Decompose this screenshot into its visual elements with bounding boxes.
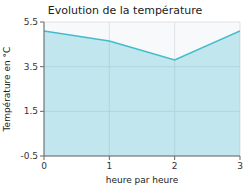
chart-title: Evolution de la température — [48, 4, 203, 17]
plot-background — [44, 22, 240, 156]
grid — [44, 22, 240, 156]
area-line — [44, 31, 240, 60]
y-grid-line — [44, 22, 240, 23]
chart-svg: -0.5 1.5 3.5 5.5 0 1 2 3 Evolution de la tempéra… — [0, 0, 250, 188]
y-axis-label: Température en °C — [2, 47, 12, 133]
x-tick — [109, 156, 110, 160]
y-tick — [40, 156, 44, 157]
x-tick-label: 0 — [41, 161, 47, 171]
y-tick-label: 1.5 — [24, 106, 38, 116]
y-tick — [40, 111, 44, 112]
x-tick-label: 3 — [237, 161, 243, 171]
x-tick — [240, 156, 241, 160]
y-tick-label: 5.5 — [24, 17, 38, 27]
plot-area — [44, 31, 240, 156]
x-tick-label: 2 — [172, 161, 178, 171]
y-tick — [40, 22, 44, 23]
y-tick-label: -0.5 — [20, 151, 38, 161]
y-tick — [40, 66, 44, 67]
y-grid-line — [44, 156, 240, 157]
x-tick-label: 1 — [106, 161, 112, 171]
x-tick — [44, 156, 45, 160]
area-fill — [44, 31, 240, 156]
chart-container: -0.5 1.5 3.5 5.5 0 1 2 3 Evolution de la tempéra… — [0, 0, 250, 188]
y-tick-label: 3.5 — [24, 62, 38, 72]
x-axis-label: heure par heure — [106, 175, 179, 185]
y-axis-line — [44, 22, 45, 156]
x-tick — [174, 156, 175, 160]
x-grid-line — [44, 22, 45, 156]
x-axis-line — [44, 156, 240, 157]
